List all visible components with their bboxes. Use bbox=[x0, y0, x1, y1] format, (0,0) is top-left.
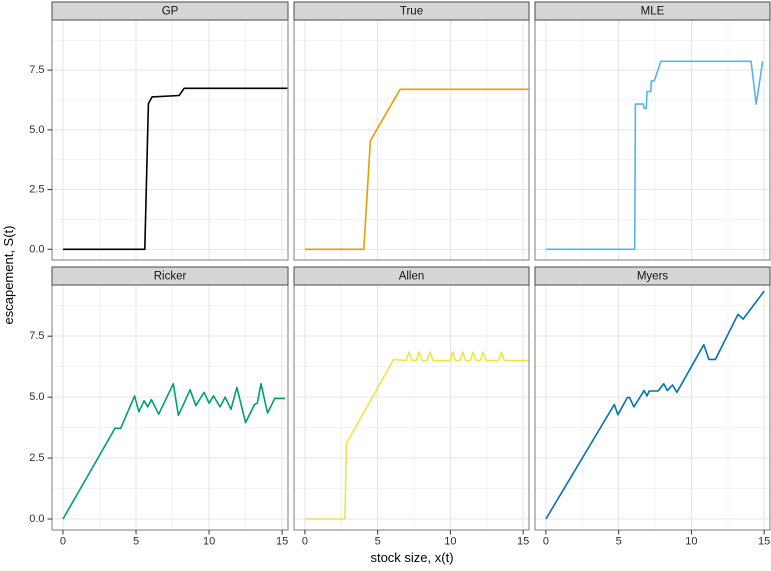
facet-strip bbox=[51, 1, 289, 21]
x-tick-label: 10 bbox=[444, 536, 456, 548]
facet-true: True bbox=[293, 1, 530, 261]
series-line-myers bbox=[545, 290, 765, 520]
facet-myers: Myers 0 5 10 15 bbox=[534, 266, 771, 548]
x-tick-label: 0 bbox=[60, 536, 66, 548]
x-tick-label: 15 bbox=[758, 536, 770, 548]
facet-allen: Allen 0 5 10 15 bbox=[293, 266, 530, 548]
y-tick-label: 5.0 bbox=[29, 391, 44, 403]
x-tick-label: 10 bbox=[203, 536, 215, 548]
x-tick-label: 0 bbox=[302, 536, 308, 548]
facet-strip-label: Myers bbox=[637, 271, 669, 283]
x-axis-title: stock size, x(t) bbox=[370, 550, 453, 565]
y-tick-label: 7.5 bbox=[29, 330, 44, 342]
y-tick-label: 7.5 bbox=[29, 64, 44, 76]
x-tick-label: 15 bbox=[276, 536, 288, 548]
facet-panel bbox=[294, 20, 529, 260]
y-tick-label: 2.5 bbox=[29, 184, 44, 196]
series-line-true bbox=[304, 88, 529, 251]
y-tick-label: 0.0 bbox=[29, 513, 44, 525]
facet-strip bbox=[51, 266, 289, 286]
facet-strip-label: MLE bbox=[641, 6, 665, 18]
series-line-mle bbox=[545, 60, 764, 251]
facet-strip-label: GP bbox=[162, 6, 179, 18]
series-line-gp bbox=[63, 87, 288, 251]
facet-panel bbox=[52, 285, 288, 530]
facet-panel bbox=[52, 20, 288, 260]
facet-panel bbox=[535, 20, 770, 260]
facet-mle: MLE bbox=[534, 1, 771, 261]
facet-gp: GP 0.0 2.5 5.0 7.5 bbox=[29, 1, 289, 261]
y-tick-label: 2.5 bbox=[29, 452, 44, 464]
x-tick-label: 10 bbox=[685, 536, 697, 548]
facet-ricker: Ricker 0 5 10 15 0.0 2.5 5.0 7.5 bbox=[29, 266, 289, 548]
facet-strip-label: Ricker bbox=[154, 271, 187, 283]
y-tick-label: 0.0 bbox=[29, 243, 44, 255]
facet-strip-label: Allen bbox=[399, 271, 425, 283]
facet-panel bbox=[294, 285, 529, 530]
facet-strip bbox=[293, 266, 530, 286]
facet-strip-label: True bbox=[400, 6, 423, 18]
x-tick-label: 5 bbox=[375, 536, 381, 548]
facet-strip bbox=[293, 1, 530, 21]
series-line-ricker bbox=[62, 382, 286, 520]
x-tick-label: 5 bbox=[616, 536, 622, 548]
facet-strip bbox=[534, 266, 771, 286]
y-axis-title: escapement, S(t) bbox=[1, 226, 16, 325]
x-tick-label: 0 bbox=[543, 536, 549, 548]
x-tick-label: 5 bbox=[133, 536, 139, 548]
series-line-allen bbox=[304, 351, 529, 520]
facet-strip bbox=[534, 1, 771, 21]
x-tick-label: 15 bbox=[517, 536, 529, 548]
y-tick-label: 5.0 bbox=[29, 124, 44, 136]
facet-panel bbox=[535, 285, 770, 530]
